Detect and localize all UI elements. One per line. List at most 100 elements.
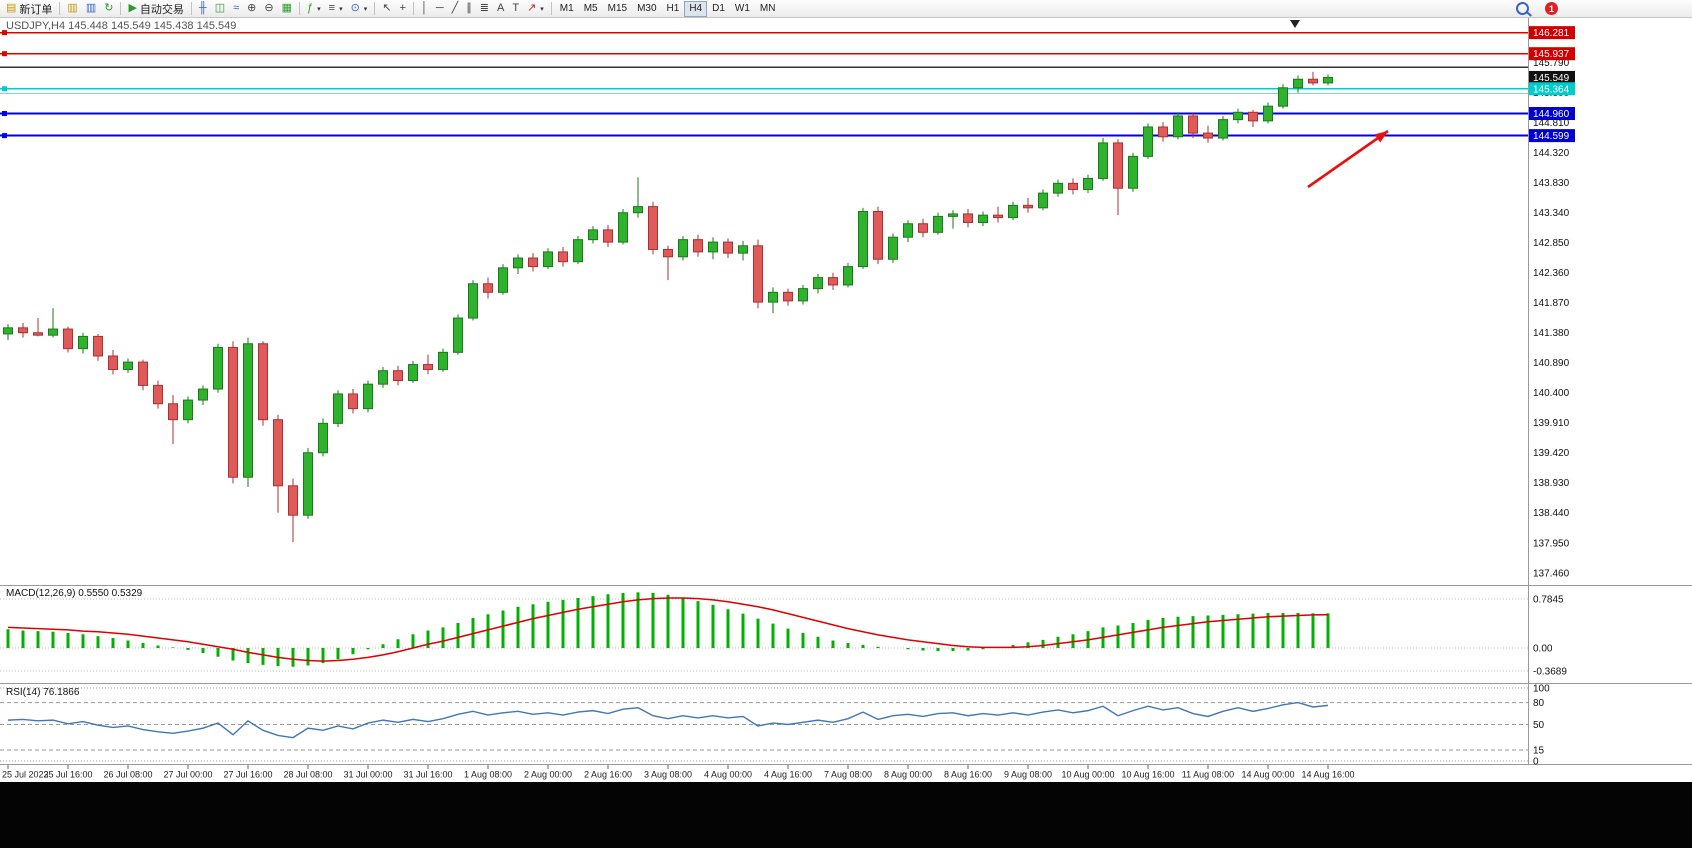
timeframe-m15-button[interactable]: M15 [603,1,632,17]
svg-text:139.420: 139.420 [1533,448,1570,459]
crosshair-button[interactable]: + [396,1,410,17]
toolbar: ▤ 新订单 ▥ ▥ ↻ ▶ 自动交易 ╫ ◫ ≈ ⊕ ⊖ ▦ ƒ ▾ ≡ ▾ ⊙ ▾ … [0,0,1692,18]
new-order-label: 新订单 [19,3,53,16]
svg-text:7 Aug 08:00: 7 Aug 08:00 [824,770,872,780]
rsi-indicator-label: RSI(14) 76.1866 [6,687,80,698]
cursor-button[interactable]: ↖ [378,1,395,17]
indicators-icon: ƒ [307,2,314,14]
timeframe-m30-button[interactable]: M30 [632,1,661,17]
toolbar-separator [190,2,192,15]
svg-text:0.00: 0.00 [1533,644,1553,655]
autotrading-label: 自动交易 [139,3,184,16]
bar-chart-icon: ╫ [198,2,207,14]
arrows-button[interactable]: ↗ ▾ [523,1,548,17]
toolbar-separator [299,2,300,15]
svg-text:145.790: 145.790 [1533,58,1570,69]
channel-icon: ∥ [466,2,472,14]
bar-chart-button[interactable]: ╫ [195,1,211,17]
horizontal-line-button[interactable]: ─ [432,1,448,17]
svg-text:144.810: 144.810 [1533,118,1570,129]
svg-text:138.930: 138.930 [1533,478,1570,489]
chart-canvas[interactable]: 145.790145.300144.810144.320143.830143.3… [0,0,1692,782]
periods-button[interactable]: ⊙ ▾ [347,1,372,17]
profiles-button[interactable]: ▥ [82,1,100,17]
svg-text:146.281: 146.281 [1533,28,1570,39]
timeframe-h1-button[interactable]: H1 [662,1,685,17]
autotrading-button[interactable]: ▶ 自动交易 [124,1,187,17]
svg-text:144.960: 144.960 [1533,109,1570,120]
chevron-down-icon: ▾ [339,5,343,13]
chevron-down-icon: ▾ [540,5,544,13]
chevron-down-icon: ▾ [317,5,321,13]
chart-window-icon: ▥ [67,2,78,14]
svg-text:140.890: 140.890 [1533,358,1570,369]
search-icon[interactable] [1516,2,1529,15]
svg-text:143.830: 143.830 [1533,178,1570,189]
svg-text:4 Aug 16:00: 4 Aug 16:00 [764,770,812,780]
svg-text:10 Aug 00:00: 10 Aug 00:00 [1061,770,1114,780]
annotations-layer [1290,20,1389,189]
bottom-filler-bar [0,782,1692,848]
vertical-line-button[interactable]: │ [417,1,432,17]
svg-text:3 Aug 08:00: 3 Aug 08:00 [644,770,692,780]
trendline-button[interactable]: ╱ [448,1,463,17]
svg-text:0: 0 [1533,757,1539,768]
channel-button[interactable]: ∥ [462,1,476,17]
objects-list-button[interactable]: ≡ ▾ [325,1,347,17]
toolbar-separator [374,2,376,15]
timeframe-h4-button[interactable]: H4 [684,0,708,17]
text-button[interactable]: A [493,1,508,17]
svg-text:0.7845: 0.7845 [1533,594,1564,605]
svg-text:26 Jul 08:00: 26 Jul 08:00 [103,770,152,780]
cursor-icon: ↖ [382,2,392,14]
timeframe-w1-button[interactable]: W1 [730,1,755,17]
svg-text:140.400: 140.400 [1533,388,1570,399]
svg-text:25 Jul 2023: 25 Jul 2023 [2,770,49,780]
refresh-icon: ↻ [104,2,114,14]
svg-text:8 Aug 16:00: 8 Aug 16:00 [944,770,992,780]
svg-text:9 Aug 08:00: 9 Aug 08:00 [1004,770,1052,780]
chart-title: USDJPY,H4 145.448 145.549 145.438 145.54… [6,20,237,32]
fibonacci-button[interactable]: ≣ [476,1,493,17]
timeframe-m5-button[interactable]: M5 [579,1,603,17]
svg-text:142.360: 142.360 [1533,268,1570,279]
text-icon: A [496,2,505,14]
timeframe-m1-button[interactable]: M1 [555,1,579,17]
candlestick-button[interactable]: ◫ [211,1,229,17]
toolbar-separator [550,2,552,15]
svg-text:27 Jul 00:00: 27 Jul 00:00 [163,770,212,780]
profile-icon: ▥ [85,2,97,14]
timeframe-mn-button[interactable]: MN [755,1,781,17]
svg-text:138.440: 138.440 [1533,508,1570,519]
svg-text:145.549: 145.549 [1533,73,1570,84]
zoom-out-button[interactable]: ⊖ [260,1,277,17]
toolbar-right-group: 1 [1516,2,1558,15]
svg-text:14 Aug 16:00: 14 Aug 16:00 [1301,770,1354,780]
toolbar-separator [412,2,414,15]
svg-text:100: 100 [1533,684,1550,695]
timeframe-d1-button[interactable]: D1 [707,1,730,17]
line-chart-button[interactable]: ≈ [229,1,243,17]
zoom-in-icon: ⊕ [247,2,257,14]
svg-text:145.364: 145.364 [1533,84,1570,95]
zoom-in-button[interactable]: ⊕ [243,1,260,17]
tile-windows-icon: ▦ [281,2,292,14]
charts-button[interactable]: ▥ [63,1,81,17]
indicators-button[interactable]: ƒ ▾ [303,1,325,17]
text-label-button[interactable]: T [508,1,523,17]
svg-text:144.599: 144.599 [1533,131,1570,142]
svg-text:137.460: 137.460 [1533,568,1570,579]
new-order-button[interactable]: ▤ 新订单 [2,1,56,17]
svg-text:-0.3689: -0.3689 [1533,667,1567,678]
refresh-button[interactable]: ↻ [100,1,117,17]
macd-panel: 0.7845 0.00 -0.3689 [0,592,1567,678]
notification-badge[interactable]: 1 [1545,2,1558,15]
tile-windows-button[interactable]: ▦ [278,1,296,17]
svg-text:141.870: 141.870 [1533,298,1570,309]
svg-text:8 Aug 00:00: 8 Aug 00:00 [884,770,932,780]
toolbar-separator [120,2,122,15]
zoom-out-icon: ⊖ [264,2,274,14]
arrow-tool-icon: ↗ [527,2,537,14]
rsi-panel: 100 80 50 150 [0,684,1550,768]
